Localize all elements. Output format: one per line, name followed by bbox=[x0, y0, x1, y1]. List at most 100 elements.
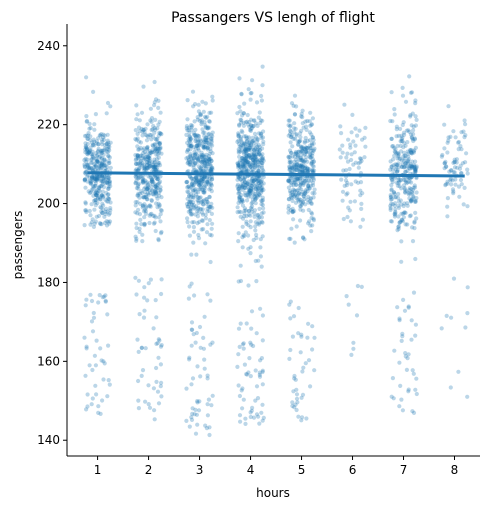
data-point bbox=[198, 112, 203, 117]
data-point bbox=[312, 191, 317, 196]
data-point bbox=[184, 180, 189, 185]
data-point bbox=[108, 165, 113, 170]
data-point bbox=[100, 194, 105, 200]
data-point bbox=[149, 179, 154, 184]
data-point bbox=[139, 345, 144, 351]
data-point bbox=[195, 209, 200, 214]
data-point bbox=[256, 143, 261, 148]
data-point bbox=[105, 150, 110, 155]
data-point bbox=[389, 201, 394, 206]
data-point bbox=[100, 179, 105, 184]
data-point bbox=[307, 219, 312, 224]
data-point bbox=[247, 188, 252, 193]
data-point bbox=[154, 201, 159, 206]
data-point bbox=[312, 168, 317, 173]
data-point bbox=[150, 164, 156, 169]
data-point bbox=[401, 203, 406, 209]
data-point bbox=[192, 205, 197, 210]
data-point bbox=[88, 292, 93, 297]
data-point bbox=[156, 401, 162, 406]
data-point bbox=[193, 431, 199, 436]
data-point bbox=[133, 161, 139, 166]
data-point bbox=[140, 176, 145, 181]
data-point bbox=[153, 147, 158, 152]
data-point bbox=[209, 110, 214, 115]
data-point bbox=[93, 190, 98, 195]
data-point bbox=[258, 131, 263, 136]
data-point bbox=[453, 135, 458, 140]
data-point bbox=[107, 180, 112, 185]
data-point bbox=[202, 154, 207, 159]
data-point bbox=[247, 163, 252, 168]
data-point bbox=[96, 176, 101, 181]
data-point bbox=[98, 221, 103, 227]
data-point bbox=[251, 178, 256, 183]
data-point bbox=[410, 111, 415, 116]
data-point bbox=[102, 214, 107, 219]
data-point bbox=[96, 136, 101, 141]
data-point bbox=[186, 190, 191, 195]
data-point bbox=[188, 144, 193, 149]
data-point bbox=[208, 162, 213, 167]
data-point bbox=[461, 202, 466, 207]
data-point bbox=[143, 156, 148, 162]
data-point bbox=[244, 148, 249, 153]
regression-line bbox=[87, 171, 465, 178]
data-point bbox=[296, 142, 301, 147]
data-point bbox=[194, 155, 200, 160]
data-point bbox=[184, 124, 189, 129]
data-point bbox=[107, 148, 112, 153]
data-point bbox=[414, 391, 419, 397]
data-point bbox=[240, 386, 245, 391]
data-point bbox=[412, 137, 417, 142]
data-point bbox=[90, 153, 95, 158]
data-point bbox=[410, 159, 415, 164]
data-point bbox=[102, 178, 107, 183]
data-point bbox=[203, 241, 208, 246]
data-point bbox=[136, 175, 141, 180]
data-point bbox=[403, 169, 408, 174]
data-point bbox=[96, 148, 101, 153]
data-point bbox=[237, 160, 242, 165]
data-point bbox=[247, 182, 252, 187]
data-point bbox=[244, 198, 250, 203]
data-point bbox=[204, 152, 209, 157]
data-point bbox=[236, 279, 241, 284]
data-point bbox=[259, 179, 264, 184]
data-point bbox=[207, 157, 212, 162]
data-point bbox=[411, 371, 416, 376]
data-point bbox=[246, 223, 251, 228]
data-point bbox=[395, 183, 400, 188]
data-point bbox=[289, 165, 295, 170]
data-point bbox=[253, 163, 258, 168]
data-point bbox=[299, 128, 304, 133]
strip-group-1h bbox=[82, 75, 113, 416]
data-point bbox=[200, 180, 205, 185]
data-point bbox=[207, 187, 212, 192]
data-point bbox=[239, 91, 244, 96]
data-point bbox=[240, 187, 245, 192]
data-point bbox=[195, 178, 200, 183]
data-point bbox=[247, 145, 252, 150]
data-point bbox=[400, 122, 405, 128]
data-point bbox=[289, 101, 295, 106]
data-point bbox=[261, 169, 266, 174]
data-point bbox=[94, 178, 100, 183]
data-point bbox=[136, 184, 141, 189]
data-point bbox=[90, 157, 95, 162]
data-point bbox=[288, 135, 294, 140]
data-point bbox=[138, 140, 143, 145]
data-point bbox=[255, 187, 260, 192]
data-point bbox=[235, 111, 240, 116]
data-point bbox=[84, 75, 89, 80]
data-point bbox=[451, 191, 456, 196]
data-point bbox=[156, 105, 161, 110]
data-point bbox=[202, 186, 207, 191]
data-point bbox=[153, 188, 158, 193]
data-point bbox=[203, 154, 208, 159]
data-point bbox=[260, 118, 265, 123]
data-point bbox=[293, 126, 298, 131]
data-point bbox=[308, 110, 313, 115]
data-point bbox=[249, 155, 255, 160]
data-point bbox=[100, 160, 105, 165]
